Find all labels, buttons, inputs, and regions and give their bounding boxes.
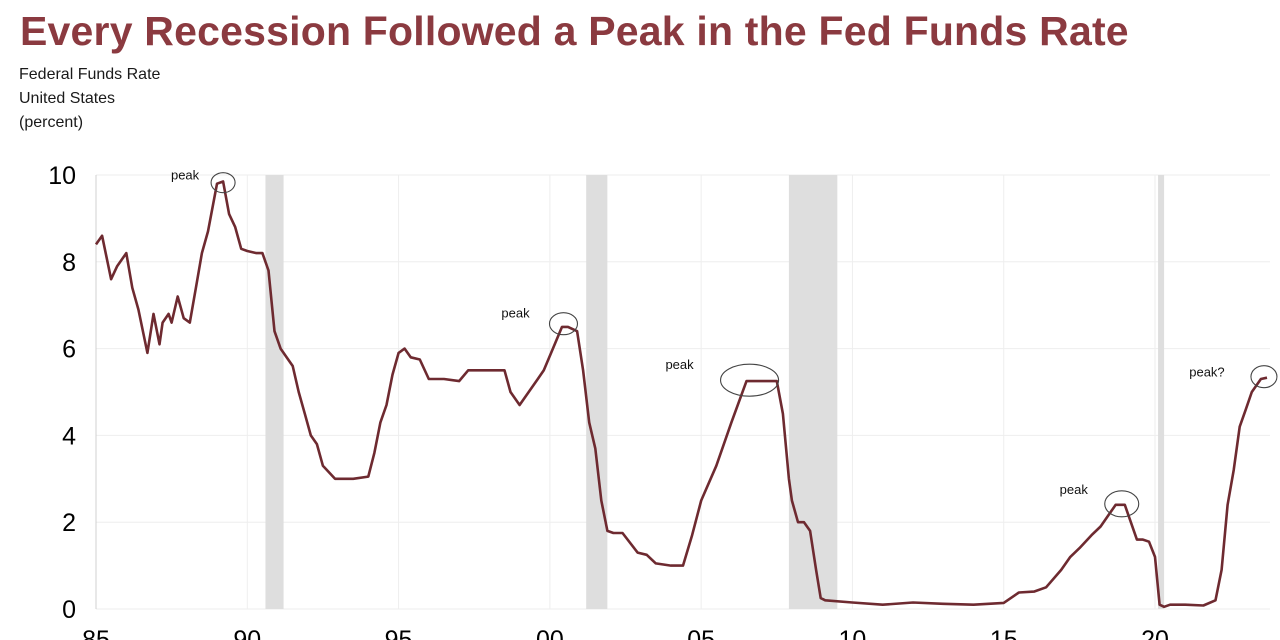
peak-label-1: peak xyxy=(501,306,530,321)
y-tick-label-6: 6 xyxy=(62,336,76,364)
x-tick-label-05: 05 xyxy=(687,626,715,640)
y-tick-label-8: 8 xyxy=(62,249,76,277)
grid-layer xyxy=(95,174,1270,610)
series-line-fed-funds-rate xyxy=(94,180,1268,609)
x-tick-label-15: 15 xyxy=(990,626,1018,640)
x-tick-label-00: 00 xyxy=(536,626,564,640)
y-tick-label-2: 2 xyxy=(62,509,76,537)
y-tick-label-10: 10 xyxy=(48,162,76,190)
y-axis-ticks: 0 2 4 6 8 10 xyxy=(48,162,76,624)
x-tick-label-95: 95 xyxy=(385,626,413,640)
y-tick-label-4: 4 xyxy=(62,422,76,450)
x-axis-ticks: 85 90 95 00 05 10 15 20 xyxy=(82,626,1169,640)
peak-circle-2 xyxy=(720,363,780,397)
peak-label-3: peak xyxy=(1060,482,1089,497)
x-tick-label-10: 10 xyxy=(839,626,867,640)
chart-subtitle-unit: (percent) xyxy=(19,114,84,131)
x-tick-label-85: 85 xyxy=(82,626,110,640)
peak-annotations: peak peak peak peak peak? xyxy=(171,168,1278,518)
recession-band-0 xyxy=(265,175,284,609)
chart-subtitle-series: Federal Funds Rate xyxy=(19,66,161,83)
recession-band-1 xyxy=(586,175,608,609)
chart-subtitle-region: United States xyxy=(19,90,116,107)
recession-band-2 xyxy=(788,175,838,609)
peak-label-2: peak xyxy=(665,357,694,372)
x-tick-label-20: 20 xyxy=(1141,626,1169,640)
peak-label-4: peak? xyxy=(1189,365,1224,380)
y-tick-label-0: 0 xyxy=(62,596,76,624)
recession-bands xyxy=(265,175,1165,609)
x-tick-label-90: 90 xyxy=(233,626,261,640)
peak-label-0: peak xyxy=(171,168,200,183)
recession-band-3 xyxy=(1158,175,1165,609)
peak-circle-4 xyxy=(1250,365,1278,389)
peak-circle-1 xyxy=(548,312,579,336)
peak-circle-3 xyxy=(1104,490,1140,518)
peak-circle-0 xyxy=(210,172,236,194)
chart-title: Every Recession Followed a Peak in the F… xyxy=(20,8,1129,54)
